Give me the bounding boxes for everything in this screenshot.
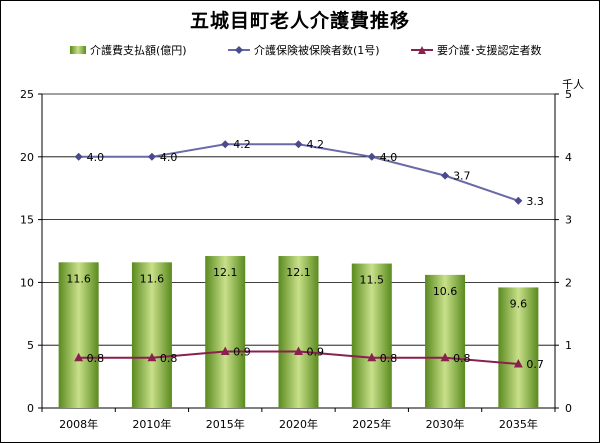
line-data-label: 4.2 <box>307 138 325 151</box>
bar-data-label: 12.1 <box>213 266 238 279</box>
line-data-label: 0.9 <box>307 345 325 358</box>
diamond-marker <box>514 196 523 205</box>
bar-data-label: 10.6 <box>433 285 458 298</box>
triangle-marker <box>440 352 450 362</box>
left-axis-tick-label: 20 <box>20 151 34 164</box>
right-axis-unit-label: 千人 <box>562 78 584 91</box>
line-data-label: 4.0 <box>160 151 178 164</box>
bar <box>205 256 246 408</box>
diamond-marker <box>294 140 303 149</box>
legend-line1-swatch <box>228 45 250 55</box>
legend-line1-label: 介護保険被保険者数(1号) <box>254 44 380 57</box>
right-axis-tick-label: 5 <box>565 88 572 101</box>
x-axis-tick-label: 2020年 <box>279 417 318 431</box>
diamond-marker <box>367 152 376 161</box>
x-axis-tick-label: 2025年 <box>352 417 391 431</box>
bar-data-label: 11.5 <box>360 274 385 287</box>
diamond-marker <box>441 171 450 180</box>
legend-bar-label: 介護費支払額(億円) <box>90 44 187 57</box>
chart-title: 五城目町老人介護費推移 <box>189 10 410 32</box>
line-data-label: 0.8 <box>87 352 105 365</box>
triangle-marker <box>220 346 230 355</box>
chart-legend: 介護費支払額(億円) 介護保険被保険者数(1号) 要介護･支援認定者数 <box>0 40 600 60</box>
triangle-marker <box>513 359 523 368</box>
bar <box>131 262 172 408</box>
legend-line2-label: 要介護･支援認定者数 <box>437 44 542 57</box>
x-axis-tick-label: 2015年 <box>206 417 245 431</box>
line-data-label: 0.7 <box>526 358 544 371</box>
bar <box>58 262 99 408</box>
right-axis-tick-label: 0 <box>565 402 572 415</box>
bar-data-label: 11.6 <box>66 272 91 285</box>
diamond-marker <box>221 140 230 149</box>
right-axis-tick-label: 2 <box>565 276 572 289</box>
diamond-marker <box>147 152 156 161</box>
x-axis-tick-label: 2030年 <box>426 417 465 431</box>
left-axis-tick-label: 15 <box>20 214 34 227</box>
x-axis-tick-label: 2010年 <box>132 417 171 431</box>
line-data-label: 0.8 <box>453 352 471 365</box>
bar-data-label: 11.6 <box>140 272 165 285</box>
line-data-label: 4.0 <box>380 151 398 164</box>
bar-data-label: 12.1 <box>286 266 311 279</box>
bar <box>498 287 539 408</box>
line-data-label: 4.2 <box>233 138 251 151</box>
triangle-marker <box>147 352 157 362</box>
x-axis-tick-label: 2008年 <box>59 417 98 431</box>
left-axis-tick-label: 25 <box>20 88 34 101</box>
x-axis-tick-label: 2035年 <box>499 417 538 431</box>
triangle-marker <box>294 346 303 355</box>
bar-data-label: 9.6 <box>510 297 528 310</box>
line-data-label: 0.8 <box>380 352 398 365</box>
left-axis-tick-label: 0 <box>27 402 34 415</box>
diamond-marker <box>74 152 83 161</box>
triangle-marker <box>74 352 84 362</box>
line-data-label: 0.8 <box>160 352 178 365</box>
triangle-marker <box>367 352 377 362</box>
legend-item-line2: 要介護･支援認定者数 <box>411 40 542 60</box>
bar <box>278 256 319 408</box>
legend-bar-swatch <box>70 46 86 54</box>
line-data-label: 3.7 <box>453 170 471 183</box>
left-axis-tick-label: 5 <box>27 339 34 352</box>
legend-line2-swatch <box>411 45 433 55</box>
left-axis-tick-label: 10 <box>20 276 34 289</box>
line-data-label: 4.0 <box>87 151 105 164</box>
bar <box>351 263 392 408</box>
right-axis-tick-label: 4 <box>565 151 572 164</box>
bar <box>425 274 466 408</box>
right-axis-tick-label: 3 <box>565 214 572 227</box>
right-axis-tick-label: 1 <box>565 339 572 352</box>
legend-item-bar: 介護費支払額(億円) <box>70 40 187 60</box>
legend-item-line1: 介護保険被保険者数(1号) <box>228 40 380 60</box>
line-data-label: 0.9 <box>233 345 251 358</box>
line-data-label: 3.3 <box>526 195 544 208</box>
